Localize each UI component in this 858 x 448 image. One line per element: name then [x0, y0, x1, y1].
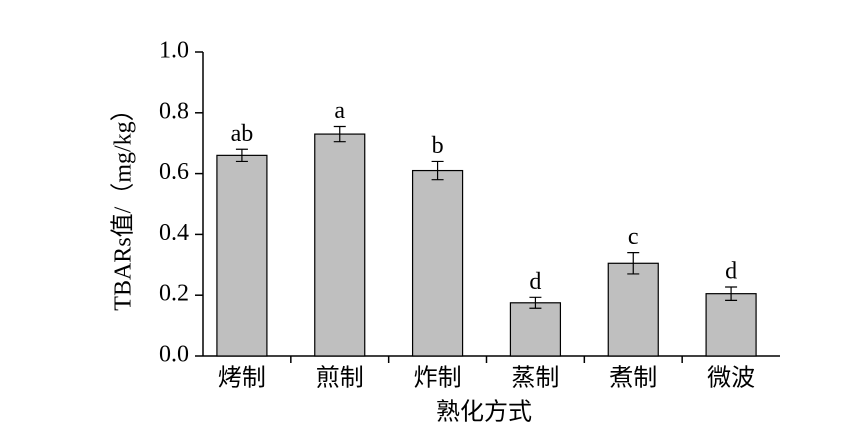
x-tick-label: 蒸制 [511, 365, 559, 392]
error-bar [235, 148, 248, 163]
annotation: ab [231, 121, 254, 147]
x-tick-label: 煎制 [316, 365, 364, 392]
y-tick-label: 1.0 [159, 38, 189, 64]
bar [509, 302, 562, 357]
annotation: a [334, 98, 345, 124]
error-bar [431, 160, 444, 181]
y-tick-label: 0.0 [159, 342, 189, 368]
y-axis-label: TBARs值/（mg/kg） [110, 97, 137, 310]
bar [705, 293, 757, 357]
x-tick-label: 煮制 [609, 365, 657, 392]
annotation: c [628, 224, 639, 250]
bar [607, 262, 659, 357]
error-bar [725, 286, 738, 301]
bar [411, 169, 464, 357]
y-tick-label: 0.4 [159, 220, 189, 246]
y-tick-label: 0.6 [159, 159, 189, 185]
bar [216, 154, 268, 357]
x-tick-label: 微波 [707, 365, 755, 392]
annotation: b [432, 133, 444, 159]
x-axis-label: 熟化方式 [436, 399, 532, 426]
y-tick-label: 0.2 [159, 281, 189, 307]
error-bar [333, 125, 346, 143]
x-tick-label: 烤制 [218, 365, 266, 392]
y-tick-label: 0.8 [159, 98, 189, 124]
annotation: d [529, 269, 541, 295]
annotation: d [725, 258, 737, 284]
error-bar [529, 296, 542, 309]
bar [314, 133, 366, 357]
error-bar [627, 252, 640, 275]
x-tick-label: 炸制 [414, 365, 462, 392]
